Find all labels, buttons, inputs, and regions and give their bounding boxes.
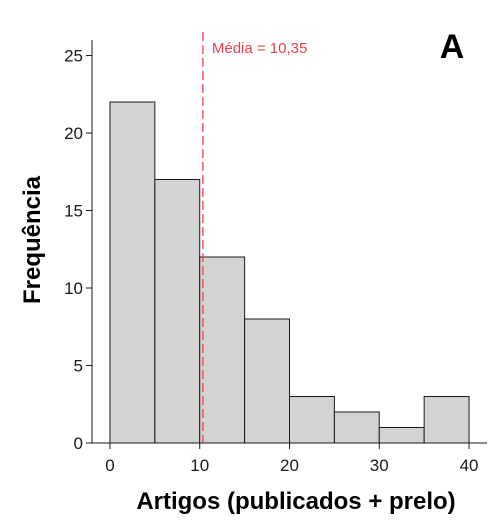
y-axis-title: Frequência xyxy=(19,175,46,304)
y-tick-label: 0 xyxy=(74,434,83,453)
x-tick-label: 30 xyxy=(370,456,389,475)
x-tick-label: 20 xyxy=(280,456,299,475)
y-tick-label: 10 xyxy=(64,279,83,298)
x-tick-label: 0 xyxy=(105,456,114,475)
histogram-bar-1 xyxy=(109,101,156,444)
y-tick-label: 15 xyxy=(64,202,83,221)
histogram-bar-6 xyxy=(333,411,380,444)
histogram-bar-2 xyxy=(154,179,201,444)
x-tick-label: 10 xyxy=(190,456,209,475)
histogram-bar-5 xyxy=(289,396,335,444)
mean-label: Média = 10,35 xyxy=(212,40,308,57)
y-tick-label: 25 xyxy=(64,47,83,66)
y-tick-label: 5 xyxy=(74,357,83,376)
x-axis-title: Artigos (publicados + prelo) xyxy=(136,488,455,515)
y-ticks-group: 0 5 10 15 20 25 xyxy=(64,47,92,453)
panel-letter: A xyxy=(440,28,465,66)
bars-group xyxy=(109,101,470,444)
histogram-bar-3 xyxy=(199,256,246,444)
histogram-bar-7 xyxy=(378,427,425,444)
histogram-bar-8 xyxy=(423,396,470,444)
x-ticks-group: 0 10 20 30 40 xyxy=(105,443,479,475)
y-tick-label: 20 xyxy=(64,124,83,143)
histogram-bar-4 xyxy=(244,318,290,444)
x-tick-label: 40 xyxy=(460,456,479,475)
